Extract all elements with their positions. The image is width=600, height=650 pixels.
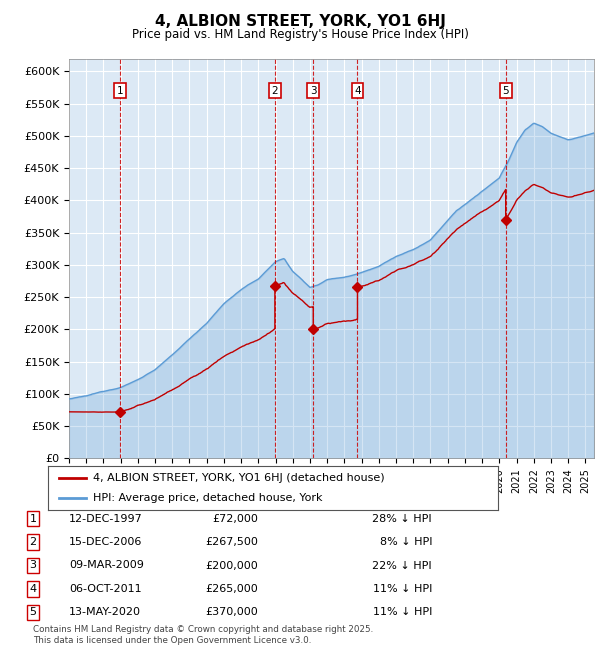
Text: 1: 1 [29,514,37,524]
Text: £200,000: £200,000 [205,560,258,571]
Text: 11% ↓ HPI: 11% ↓ HPI [373,607,432,618]
Text: HPI: Average price, detached house, York: HPI: Average price, detached house, York [93,493,323,503]
Text: 3: 3 [310,86,317,96]
Text: 4: 4 [354,86,361,96]
Text: 28% ↓ HPI: 28% ↓ HPI [373,514,432,524]
Text: 22% ↓ HPI: 22% ↓ HPI [373,560,432,571]
Text: 13-MAY-2020: 13-MAY-2020 [69,607,141,618]
Text: Price paid vs. HM Land Registry's House Price Index (HPI): Price paid vs. HM Land Registry's House … [131,28,469,41]
Text: 3: 3 [29,560,37,571]
Text: 11% ↓ HPI: 11% ↓ HPI [373,584,432,594]
Text: 15-DEC-2006: 15-DEC-2006 [69,537,142,547]
Text: 09-MAR-2009: 09-MAR-2009 [69,560,144,571]
Text: 4: 4 [29,584,37,594]
Text: 06-OCT-2011: 06-OCT-2011 [69,584,142,594]
Text: 4, ALBION STREET, YORK, YO1 6HJ (detached house): 4, ALBION STREET, YORK, YO1 6HJ (detache… [93,473,385,483]
Text: £265,000: £265,000 [205,584,258,594]
Text: 2: 2 [29,537,37,547]
Text: £267,500: £267,500 [205,537,258,547]
Text: 1: 1 [116,86,123,96]
Text: 5: 5 [29,607,37,618]
Text: 2: 2 [272,86,278,96]
Text: Contains HM Land Registry data © Crown copyright and database right 2025.
This d: Contains HM Land Registry data © Crown c… [33,625,373,645]
Text: 12-DEC-1997: 12-DEC-1997 [69,514,143,524]
Text: 5: 5 [502,86,509,96]
Text: £72,000: £72,000 [212,514,258,524]
Text: 8% ↓ HPI: 8% ↓ HPI [380,537,432,547]
Text: £370,000: £370,000 [205,607,258,618]
Text: 4, ALBION STREET, YORK, YO1 6HJ: 4, ALBION STREET, YORK, YO1 6HJ [155,14,445,29]
